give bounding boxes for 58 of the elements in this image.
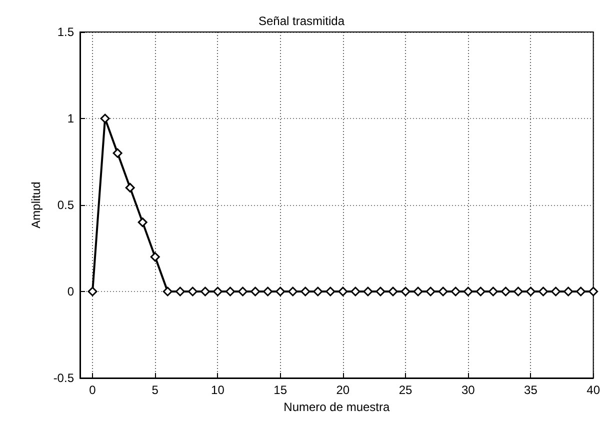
point	[263, 286, 273, 296]
point	[363, 286, 373, 296]
x-tick-label: 10	[211, 383, 225, 397]
point	[150, 252, 160, 262]
point	[538, 286, 548, 296]
x-tick-label: 20	[336, 383, 350, 397]
point	[450, 286, 460, 296]
point	[526, 286, 536, 296]
point	[175, 286, 185, 296]
point	[400, 286, 410, 296]
x-tick-label: 5	[152, 383, 159, 397]
point	[476, 286, 486, 296]
point	[488, 286, 498, 296]
point	[326, 286, 336, 296]
x-tick-label: 15	[274, 383, 288, 397]
point	[276, 286, 286, 296]
point	[376, 286, 386, 296]
y-tick-label: 0	[67, 284, 74, 298]
point	[88, 286, 98, 296]
y-axis-title: Amplitud	[29, 182, 43, 228]
chart-title: Señal trasmitida	[258, 14, 345, 28]
point	[576, 286, 586, 296]
y-tick-label: 0.5	[57, 198, 74, 212]
point	[300, 286, 310, 296]
point	[112, 148, 122, 158]
point	[500, 286, 510, 296]
point	[100, 114, 110, 124]
point	[426, 286, 436, 296]
point	[463, 286, 473, 296]
point	[288, 286, 298, 296]
x-tick-label: 25	[398, 383, 413, 397]
point	[551, 286, 561, 296]
point	[162, 286, 172, 296]
point	[212, 286, 222, 296]
x-tick-label: 30	[461, 383, 476, 397]
point	[413, 286, 423, 296]
y-tick-label: 1	[67, 112, 74, 126]
y-tick-label: 1.5	[57, 25, 74, 39]
point	[388, 286, 398, 296]
x-axis-title: Numero de muestra	[284, 400, 390, 414]
point	[238, 286, 248, 296]
x-tick-label: 35	[524, 383, 538, 397]
point	[138, 218, 148, 228]
x-tick-label: 40	[586, 383, 600, 397]
point	[513, 286, 523, 296]
point	[338, 286, 348, 296]
point	[250, 286, 260, 296]
point	[313, 286, 323, 296]
point	[188, 286, 198, 296]
point	[125, 182, 135, 192]
point	[225, 286, 235, 296]
x-tick-label: 0	[89, 383, 96, 397]
point	[350, 286, 360, 296]
point	[564, 286, 574, 296]
point	[588, 286, 598, 296]
point	[438, 286, 448, 296]
point	[200, 286, 210, 296]
y-tick-label: -0.5	[53, 371, 74, 385]
